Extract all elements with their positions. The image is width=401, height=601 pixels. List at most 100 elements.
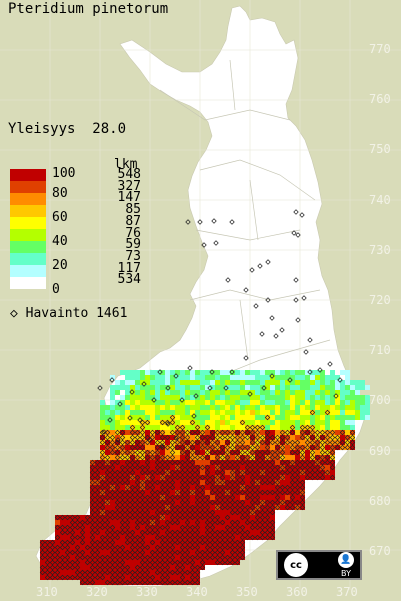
observation-marker [219, 464, 226, 471]
abundance-cell [125, 570, 130, 575]
abundance-cell [180, 545, 185, 550]
abundance-cell [305, 460, 310, 465]
abundance-cell [290, 480, 295, 485]
abundance-cell [205, 515, 210, 520]
observation-marker [259, 489, 266, 496]
abundance-cell [255, 470, 260, 475]
observation-marker [211, 218, 217, 224]
abundance-cell [180, 550, 185, 555]
observation-marker [219, 459, 226, 466]
abundance-cell [115, 555, 120, 560]
abundance-cell [220, 370, 225, 375]
abundance-cell [140, 470, 145, 475]
abundance-cell [305, 370, 310, 375]
observation-marker [109, 489, 116, 496]
observation-marker [164, 434, 171, 441]
observation-marker [109, 479, 116, 486]
abundance-cell [190, 440, 195, 445]
observation-marker [154, 444, 161, 451]
observation-marker [129, 534, 136, 541]
abundance-cell [245, 370, 250, 375]
observation-marker [199, 514, 206, 521]
abundance-cell [100, 480, 105, 485]
abundance-cell [195, 560, 200, 565]
observation-marker [209, 429, 216, 436]
observation-marker [294, 499, 301, 506]
observation-marker [299, 429, 306, 436]
abundance-cell [50, 570, 55, 575]
abundance-cell [125, 460, 130, 465]
abundance-cell [60, 570, 65, 575]
abundance-cell [300, 425, 305, 430]
abundance-cell [160, 450, 165, 455]
abundance-cell [125, 455, 130, 460]
abundance-cell [130, 435, 135, 440]
abundance-cell [290, 495, 295, 500]
abundance-cell [90, 555, 95, 560]
observation-marker [44, 569, 51, 576]
abundance-cell [265, 410, 270, 415]
abundance-cell [145, 395, 150, 400]
observation-marker [129, 514, 136, 521]
observation-marker [74, 544, 81, 551]
observation-marker [149, 559, 156, 566]
abundance-cell [125, 380, 130, 385]
abundance-cell [220, 470, 225, 475]
abundance-cell [85, 555, 90, 560]
abundance-cell [95, 465, 100, 470]
observation-marker [59, 514, 66, 521]
abundance-cell [240, 485, 245, 490]
observation-marker [64, 529, 71, 536]
observation-marker [64, 549, 71, 556]
abundance-cell [175, 395, 180, 400]
abundance-cell [190, 375, 195, 380]
observation-marker [114, 549, 121, 556]
abundance-cell [350, 440, 355, 445]
observation-marker [84, 554, 91, 561]
observation-marker [164, 554, 171, 561]
abundance-cell [130, 495, 135, 500]
observation-marker [304, 439, 311, 446]
abundance-cell [185, 565, 190, 570]
abundance-cell [270, 405, 275, 410]
abundance-cell [100, 565, 105, 570]
abundance-cell [235, 545, 240, 550]
observation-marker [49, 544, 56, 551]
observation-marker [54, 554, 61, 561]
abundance-cell [180, 475, 185, 480]
abundance-cell [175, 370, 180, 375]
abundance-cell [205, 510, 210, 515]
license-badge[interactable]: cc 👤 BY [276, 550, 362, 580]
observation-marker [184, 534, 191, 541]
observation-marker [234, 474, 241, 481]
abundance-cell [245, 535, 250, 540]
abundance-cell [275, 440, 280, 445]
observation-marker [74, 514, 81, 521]
abundance-cell [75, 555, 80, 560]
observation-marker [299, 449, 306, 456]
abundance-cell [160, 580, 165, 585]
observation-marker [174, 559, 181, 566]
observation-marker [224, 429, 231, 436]
abundance-cell [270, 425, 275, 430]
observation-marker [209, 479, 216, 486]
abundance-cell [230, 530, 235, 535]
observation-marker [279, 474, 286, 481]
abundance-cell [245, 445, 250, 450]
abundance-cell [245, 510, 250, 515]
abundance-cell [140, 430, 145, 435]
abundance-cell [235, 415, 240, 420]
abundance-cell [330, 425, 335, 430]
abundance-cell [315, 430, 320, 435]
observation-marker [151, 397, 157, 403]
abundance-cell [215, 495, 220, 500]
observation-marker [254, 424, 261, 431]
observation-marker [259, 331, 265, 337]
observation-marker [244, 504, 251, 511]
legend-count: 73 [125, 248, 141, 264]
abundance-cell [165, 440, 170, 445]
observation-marker [314, 454, 321, 461]
observation-marker [204, 479, 211, 486]
abundance-cell [260, 505, 265, 510]
observation-marker [274, 494, 281, 501]
